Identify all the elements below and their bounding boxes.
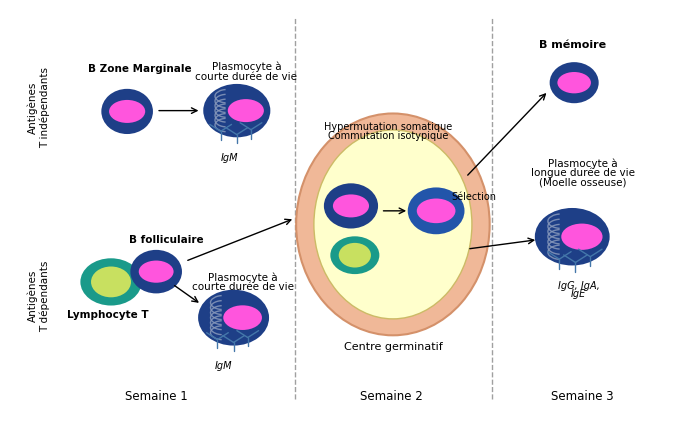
Ellipse shape [296,114,490,335]
Text: Commutation isotypique: Commutation isotypique [328,131,449,141]
Ellipse shape [339,243,371,267]
Text: Plasmocyte à: Plasmocyte à [208,273,278,283]
Text: Sélection: Sélection [452,192,496,202]
Text: B mémoire: B mémoire [538,40,606,50]
Circle shape [562,224,602,250]
Text: Semaine 2: Semaine 2 [361,390,423,403]
Text: Centre germinatif: Centre germinatif [344,342,442,352]
Ellipse shape [101,89,153,134]
Ellipse shape [550,62,599,103]
Circle shape [223,305,262,330]
Circle shape [333,194,369,218]
Text: IgM: IgM [220,153,238,163]
Circle shape [417,198,456,223]
Text: Semaine 3: Semaine 3 [551,390,613,403]
Text: courte durée de vie: courte durée de vie [192,282,294,292]
Ellipse shape [314,130,472,319]
Text: longue durée de vie: longue durée de vie [531,167,635,178]
Ellipse shape [535,208,610,265]
Ellipse shape [408,187,464,234]
Ellipse shape [330,236,380,274]
Text: B folliculaire: B folliculaire [128,235,203,245]
Text: Hypermutation somatique: Hypermutation somatique [325,122,452,132]
Text: Lymphocyte T: Lymphocyte T [67,310,149,320]
Circle shape [109,100,145,123]
Circle shape [227,99,264,122]
Ellipse shape [130,250,182,293]
Ellipse shape [203,84,270,137]
Ellipse shape [198,290,269,346]
Circle shape [557,72,591,94]
Text: Antigènes
T dépendants: Antigènes T dépendants [27,260,50,332]
Text: Antigènes
T indépendants: Antigènes T indépendants [27,67,50,148]
Text: Plasmocyte à: Plasmocyte à [549,159,618,169]
Text: IgG, IgA,: IgG, IgA, [557,281,600,291]
Ellipse shape [80,258,142,305]
Ellipse shape [91,267,131,297]
Circle shape [139,260,174,283]
Text: B Zone Marginale: B Zone Marginale [88,65,192,74]
Text: Semaine 1: Semaine 1 [125,390,187,403]
Ellipse shape [324,184,378,229]
Text: Plasmocyte à: Plasmocyte à [212,62,281,73]
Text: (Moelle osseuse): (Moelle osseuse) [539,177,627,187]
Text: IgE: IgE [571,289,586,299]
Text: IgM: IgM [215,361,233,371]
Text: courte durée de vie: courte durée de vie [196,72,297,82]
